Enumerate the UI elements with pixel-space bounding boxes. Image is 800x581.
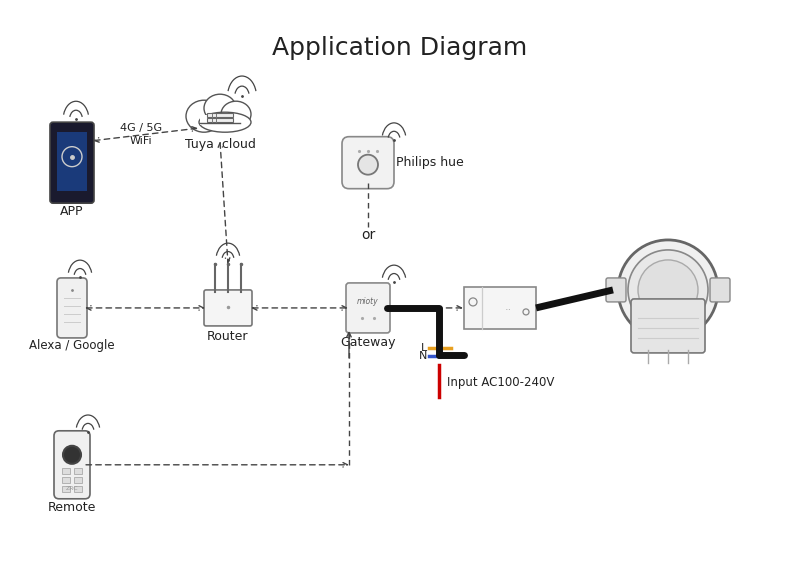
Bar — [207, 119, 233, 122]
Text: ··: ·· — [504, 305, 512, 315]
Text: Input AC100-240V: Input AC100-240V — [447, 376, 554, 389]
Text: APP: APP — [60, 205, 84, 218]
Text: or: or — [361, 228, 375, 242]
Ellipse shape — [204, 94, 236, 122]
Text: Application Diagram: Application Diagram — [272, 36, 528, 60]
Bar — [62, 486, 70, 492]
Text: Remote: Remote — [48, 501, 96, 514]
FancyBboxPatch shape — [346, 283, 390, 333]
Text: Tuya  cloud: Tuya cloud — [185, 138, 255, 151]
Text: ZRC: ZRC — [66, 486, 78, 492]
Text: 4G / 5G
WiFi: 4G / 5G WiFi — [120, 123, 162, 146]
Bar — [464, 287, 536, 329]
Bar — [74, 468, 82, 474]
FancyBboxPatch shape — [710, 278, 730, 302]
Circle shape — [618, 240, 718, 340]
FancyBboxPatch shape — [631, 299, 705, 353]
Text: Router: Router — [207, 330, 249, 343]
FancyBboxPatch shape — [50, 122, 94, 203]
FancyBboxPatch shape — [54, 431, 90, 499]
Circle shape — [358, 155, 378, 175]
Text: N: N — [418, 351, 427, 361]
Bar — [200, 115, 240, 125]
Circle shape — [628, 250, 708, 330]
Bar — [57, 132, 87, 191]
Bar — [62, 478, 70, 483]
Text: Gateway: Gateway — [340, 336, 396, 349]
Ellipse shape — [199, 112, 251, 132]
FancyBboxPatch shape — [204, 290, 252, 326]
Text: Alexa / Google: Alexa / Google — [29, 339, 115, 352]
Ellipse shape — [186, 100, 222, 132]
FancyBboxPatch shape — [606, 278, 626, 302]
FancyBboxPatch shape — [342, 137, 394, 189]
Text: mioty: mioty — [357, 297, 379, 306]
FancyBboxPatch shape — [57, 278, 87, 338]
Text: Philips hue: Philips hue — [396, 156, 464, 169]
Bar — [74, 478, 82, 483]
Bar — [62, 468, 70, 474]
Circle shape — [63, 446, 81, 464]
Circle shape — [638, 260, 698, 320]
Bar — [74, 486, 82, 492]
Ellipse shape — [221, 101, 251, 127]
Text: L: L — [421, 343, 427, 353]
Bar — [207, 113, 233, 117]
